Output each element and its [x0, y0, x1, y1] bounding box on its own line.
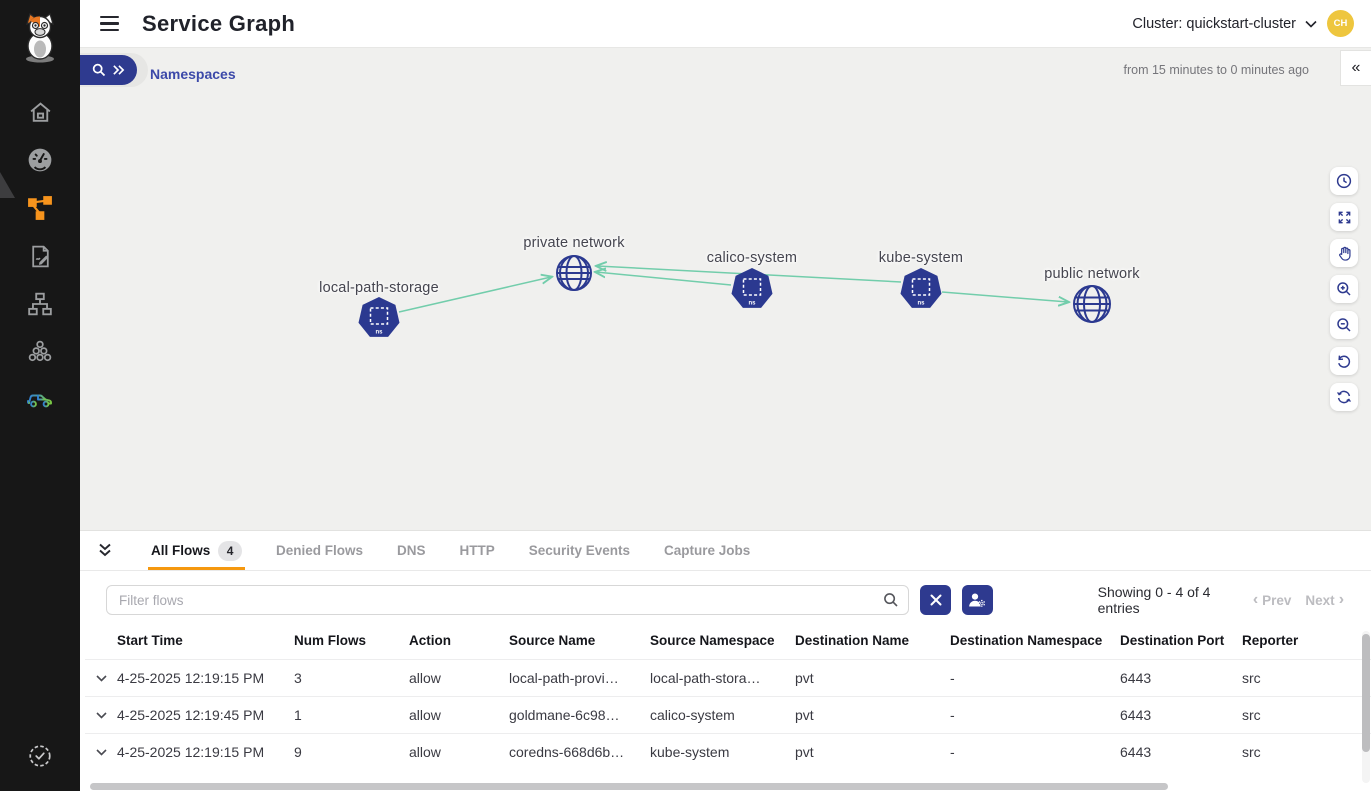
node-label: calico-system — [706, 250, 798, 266]
tab-denied-flows[interactable]: Denied Flows — [275, 543, 363, 558]
sidebar-item-policies[interactable] — [0, 232, 80, 280]
app-header: Service Graph Cluster: quickstart-cluste… — [80, 0, 1371, 48]
col-source-name[interactable]: Source Name — [509, 633, 596, 648]
flows-tabbar: All Flows 4 Denied Flows DNS HTTP Securi… — [80, 531, 1371, 571]
graph-node-calico-system[interactable]: ns — [731, 268, 773, 308]
sidebar-nav — [0, 88, 80, 424]
menu-icon[interactable] — [97, 12, 121, 36]
horizontal-scrollbar[interactable] — [90, 783, 1168, 790]
node-label: public network — [1044, 266, 1140, 282]
calico-cat-logo — [0, 12, 80, 64]
filter-flows-input[interactable] — [106, 585, 910, 615]
table-row[interactable]: 4-25-2025 12:19:15 PM 9 allow coredns-66… — [85, 733, 1371, 770]
col-action[interactable]: Action — [409, 633, 451, 648]
chevron-down-icon — [95, 711, 107, 719]
chevron-right-icon: › — [1338, 591, 1345, 608]
col-destination-name[interactable]: Destination Name — [795, 633, 910, 648]
chevron-down-icon — [95, 748, 107, 756]
col-reporter[interactable]: Reporter — [1242, 633, 1299, 648]
tab-all-flows[interactable]: All Flows 4 — [134, 531, 259, 570]
page-title: Service Graph — [142, 10, 296, 36]
pagination: ‹ Prev Next › — [1253, 592, 1344, 608]
search-icon — [884, 593, 899, 607]
graph-node-kube-system[interactable]: ns — [900, 268, 942, 308]
zoom-out-icon — [1337, 318, 1351, 332]
undo-icon — [1338, 355, 1351, 368]
sidebar-item-certificate[interactable] — [0, 739, 80, 773]
sidebar-item-dashboard[interactable] — [0, 136, 80, 184]
sidebar-item-network-topology[interactable] — [0, 280, 80, 328]
collapse-panel-button[interactable] — [93, 539, 117, 563]
side-panel-toggle[interactable]: « — [1340, 50, 1371, 86]
col-start-time[interactable]: Start Time — [117, 633, 183, 648]
user-gear-icon — [969, 593, 986, 607]
reset-view-button[interactable] — [1330, 347, 1358, 375]
col-destination-port[interactable]: Destination Port — [1120, 633, 1225, 648]
time-range-label: from 15 minutes to 0 minutes ago — [1123, 63, 1309, 77]
all-flows-count-badge: 4 — [218, 540, 242, 561]
expand-icon — [1338, 211, 1350, 223]
history-button[interactable] — [1330, 167, 1358, 195]
avatar[interactable]: CH — [1327, 10, 1354, 37]
sidebar — [0, 0, 80, 791]
node-label: local-path-storage — [319, 280, 439, 296]
graph-node-public-network[interactable] — [1073, 285, 1111, 323]
cluster-selector-label: Cluster: quickstart-cluster — [1132, 15, 1296, 32]
graph-node-private-network[interactable] — [556, 255, 592, 291]
close-icon — [930, 594, 942, 606]
tab-http[interactable]: HTTP — [459, 543, 495, 558]
vertical-scrollbar[interactable] — [1362, 634, 1370, 752]
zoom-in-icon — [1337, 282, 1351, 296]
clock-icon — [1336, 173, 1352, 189]
zoom-in-button[interactable] — [1330, 275, 1358, 303]
row-expander[interactable] — [85, 674, 117, 682]
clear-filter-button[interactable] — [920, 585, 952, 615]
svg-text:ns: ns — [917, 301, 925, 307]
flows-table: Start Time Num Flows Action Source Name … — [85, 624, 1371, 770]
chevron-down-icon — [1305, 20, 1317, 28]
svg-text:ns: ns — [375, 330, 383, 336]
search-icon — [92, 63, 106, 77]
pan-button[interactable] — [1330, 239, 1358, 267]
table-row[interactable]: 4-25-2025 12:19:45 PM 1 allow goldmane-6… — [85, 696, 1371, 734]
graph-edges — [398, 266, 1068, 313]
tab-security-events[interactable]: Security Events — [528, 543, 631, 558]
flows-panel: All Flows 4 Denied Flows DNS HTTP Securi… — [80, 530, 1371, 791]
col-num-flows[interactable]: Num Flows — [294, 633, 367, 648]
table-header-row: Start Time Num Flows Action Source Name … — [85, 624, 1371, 660]
chevron-down-icon — [95, 674, 107, 682]
sidebar-item-home[interactable] — [0, 88, 80, 136]
sidebar-item-service-graph[interactable] — [0, 184, 80, 232]
breadcrumb-namespaces[interactable]: Namespaces — [150, 66, 236, 82]
prev-page-button[interactable]: ‹ Prev — [1252, 591, 1292, 608]
chevrons-right-icon — [113, 65, 125, 75]
graph-search-button[interactable] — [80, 55, 137, 85]
next-page-button[interactable]: Next › — [1305, 591, 1345, 608]
filter-row: Showing 0 - 4 of 4 entries ‹ Prev Next › — [106, 584, 1358, 616]
chevron-left-icon: ‹ — [1252, 591, 1259, 608]
table-row[interactable]: 4-25-2025 12:19:15 PM 3 allow local-path… — [85, 659, 1371, 697]
tab-capture-jobs[interactable]: Capture Jobs — [664, 543, 751, 558]
col-destination-namespace[interactable]: Destination Namespace — [950, 633, 1103, 648]
graph-node-local-path-storage[interactable]: ns — [358, 297, 400, 337]
cluster-selector[interactable]: Cluster: quickstart-cluster — [1132, 16, 1317, 32]
col-source-namespace[interactable]: Source Namespace — [650, 633, 775, 648]
tab-dns[interactable]: DNS — [396, 543, 426, 558]
chevrons-down-icon — [99, 543, 111, 557]
showing-entries-label: Showing 0 - 4 of 4 entries — [1097, 584, 1211, 616]
node-label: kube-system — [878, 250, 964, 266]
row-expander[interactable] — [85, 711, 117, 719]
svg-text:ns: ns — [748, 301, 756, 307]
sidebar-item-cluster-nodes[interactable] — [0, 328, 80, 376]
fit-screen-button[interactable] — [1330, 203, 1358, 231]
row-expander[interactable] — [85, 748, 117, 756]
hand-icon — [1338, 246, 1351, 261]
node-label: private network — [523, 235, 625, 251]
sidebar-item-vehicle[interactable] — [0, 376, 80, 424]
refresh-button[interactable] — [1330, 383, 1358, 411]
column-settings-button[interactable] — [962, 585, 993, 615]
zoom-out-button[interactable] — [1330, 311, 1358, 339]
refresh-icon — [1337, 390, 1351, 404]
